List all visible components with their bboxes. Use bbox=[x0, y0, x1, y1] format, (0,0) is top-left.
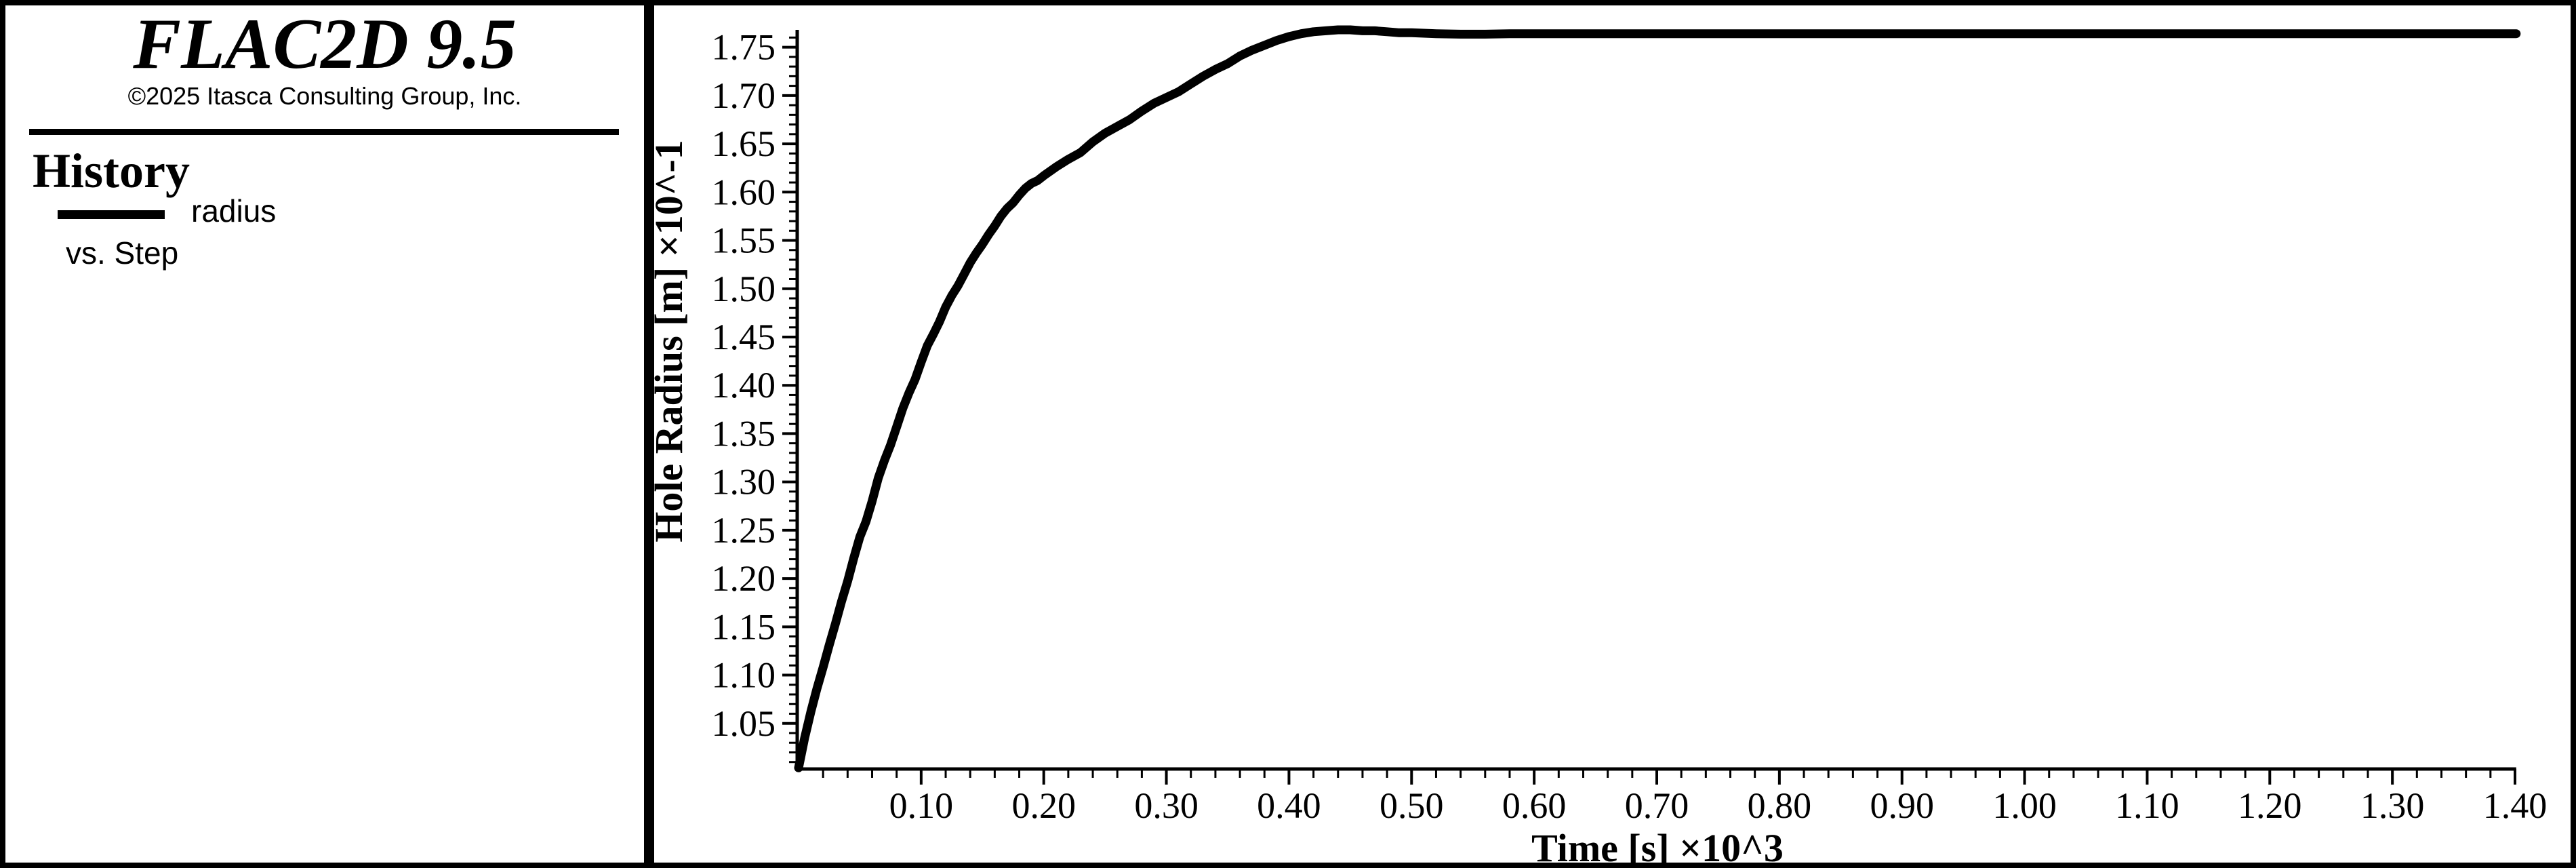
y-tick-label: 1.50 bbox=[712, 269, 776, 309]
x-tick-label: 1.20 bbox=[2238, 785, 2302, 826]
y-tick-label: 1.75 bbox=[712, 27, 776, 68]
x-tick-label: 0.50 bbox=[1380, 785, 1444, 826]
x-tick-label: 0.90 bbox=[1870, 785, 1934, 826]
y-tick-label: 1.65 bbox=[712, 123, 776, 164]
legend-subtitle: vs. Step bbox=[66, 235, 179, 271]
y-tick-label: 1.15 bbox=[712, 606, 776, 647]
x-tick-label: 0.60 bbox=[1502, 785, 1567, 826]
x-axis-title: Time [s] ×10^3 bbox=[1531, 826, 1784, 868]
x-tick-label: 1.30 bbox=[2360, 785, 2425, 826]
y-tick-label: 1.20 bbox=[712, 558, 776, 599]
y-axis-title: Hole Radius [m] ×10^-1 bbox=[647, 140, 691, 542]
x-tick-label: 0.10 bbox=[889, 785, 954, 826]
x-tick-label: 0.30 bbox=[1134, 785, 1199, 826]
y-tick-label: 1.05 bbox=[712, 703, 776, 744]
panel-chart-divider bbox=[644, 5, 654, 863]
y-tick-label: 1.10 bbox=[712, 655, 776, 696]
series-radius-curve bbox=[794, 25, 2521, 772]
x-tick-label: 0.80 bbox=[1748, 785, 1812, 826]
y-tick-label: 1.55 bbox=[712, 220, 776, 261]
x-tick-label: 0.20 bbox=[1011, 785, 1076, 826]
panel-divider-rule bbox=[29, 129, 619, 135]
x-tick-label: 0.40 bbox=[1257, 785, 1321, 826]
copyright-text: ©2025 Itasca Consulting Group, Inc. bbox=[127, 82, 522, 110]
legend-series-label: radius bbox=[191, 193, 277, 229]
y-tick-label: 1.60 bbox=[712, 172, 776, 212]
x-tick-label: 0.70 bbox=[1625, 785, 1689, 826]
x-tick-label: 1.10 bbox=[2115, 785, 2179, 826]
y-tick-label: 1.45 bbox=[712, 317, 776, 357]
x-tick-label: 1.00 bbox=[1992, 785, 2057, 826]
y-tick-label: 1.30 bbox=[712, 462, 776, 502]
y-tick-label: 1.25 bbox=[712, 510, 776, 551]
app-title: FLAC2D 9.5 bbox=[133, 4, 517, 83]
legend-panel: FLAC2D 9.5 ©2025 Itasca Consulting Group… bbox=[5, 5, 644, 863]
y-tick-label: 1.35 bbox=[712, 413, 776, 454]
history-heading: History bbox=[33, 144, 190, 198]
history-chart: 1.05 1.10 1.15 1.20 1.25 1.30 1.35 1.40 1.45 1.50… bbox=[647, 25, 2548, 868]
y-tick-label: 1.70 bbox=[712, 75, 776, 116]
x-tick-label: 1.40 bbox=[2483, 785, 2548, 826]
legend-line-swatch bbox=[58, 210, 165, 219]
y-tick-label: 1.40 bbox=[712, 365, 776, 406]
